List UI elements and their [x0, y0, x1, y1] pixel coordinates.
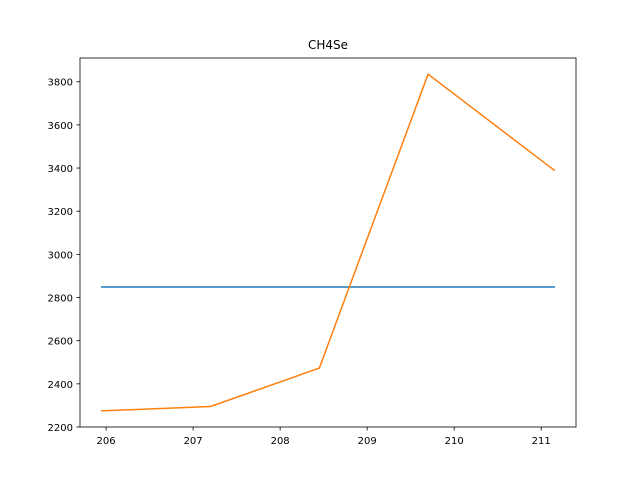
y-tick-label: 3000	[48, 250, 73, 261]
y-tick-label: 2200	[48, 423, 73, 434]
y-tick-label: 3400	[48, 164, 73, 175]
x-tick-label: 207	[184, 436, 203, 447]
y-tick-label: 3800	[48, 78, 73, 89]
x-tick-label: 211	[532, 436, 551, 447]
series-line-2	[100, 73, 556, 412]
axes-layer: 206 207 208 209 210 211 2200 2400 2600 2800 3000 32…	[48, 57, 577, 447]
y-tick-label: 2600	[48, 337, 73, 348]
y-tick-label: 2800	[48, 294, 73, 305]
x-tick-label: 208	[271, 436, 290, 447]
y-tick-label: 2400	[48, 380, 73, 391]
series-layer	[100, 73, 556, 412]
x-tick-label: 210	[445, 436, 464, 447]
y-tick-label: 3600	[48, 121, 73, 132]
y-tick-label: 3200	[48, 207, 73, 218]
plot-frame	[79, 57, 577, 428]
chart-title: CH4Se	[308, 38, 348, 52]
x-tick-label: 209	[358, 436, 377, 447]
x-tick-label: 206	[97, 436, 116, 447]
